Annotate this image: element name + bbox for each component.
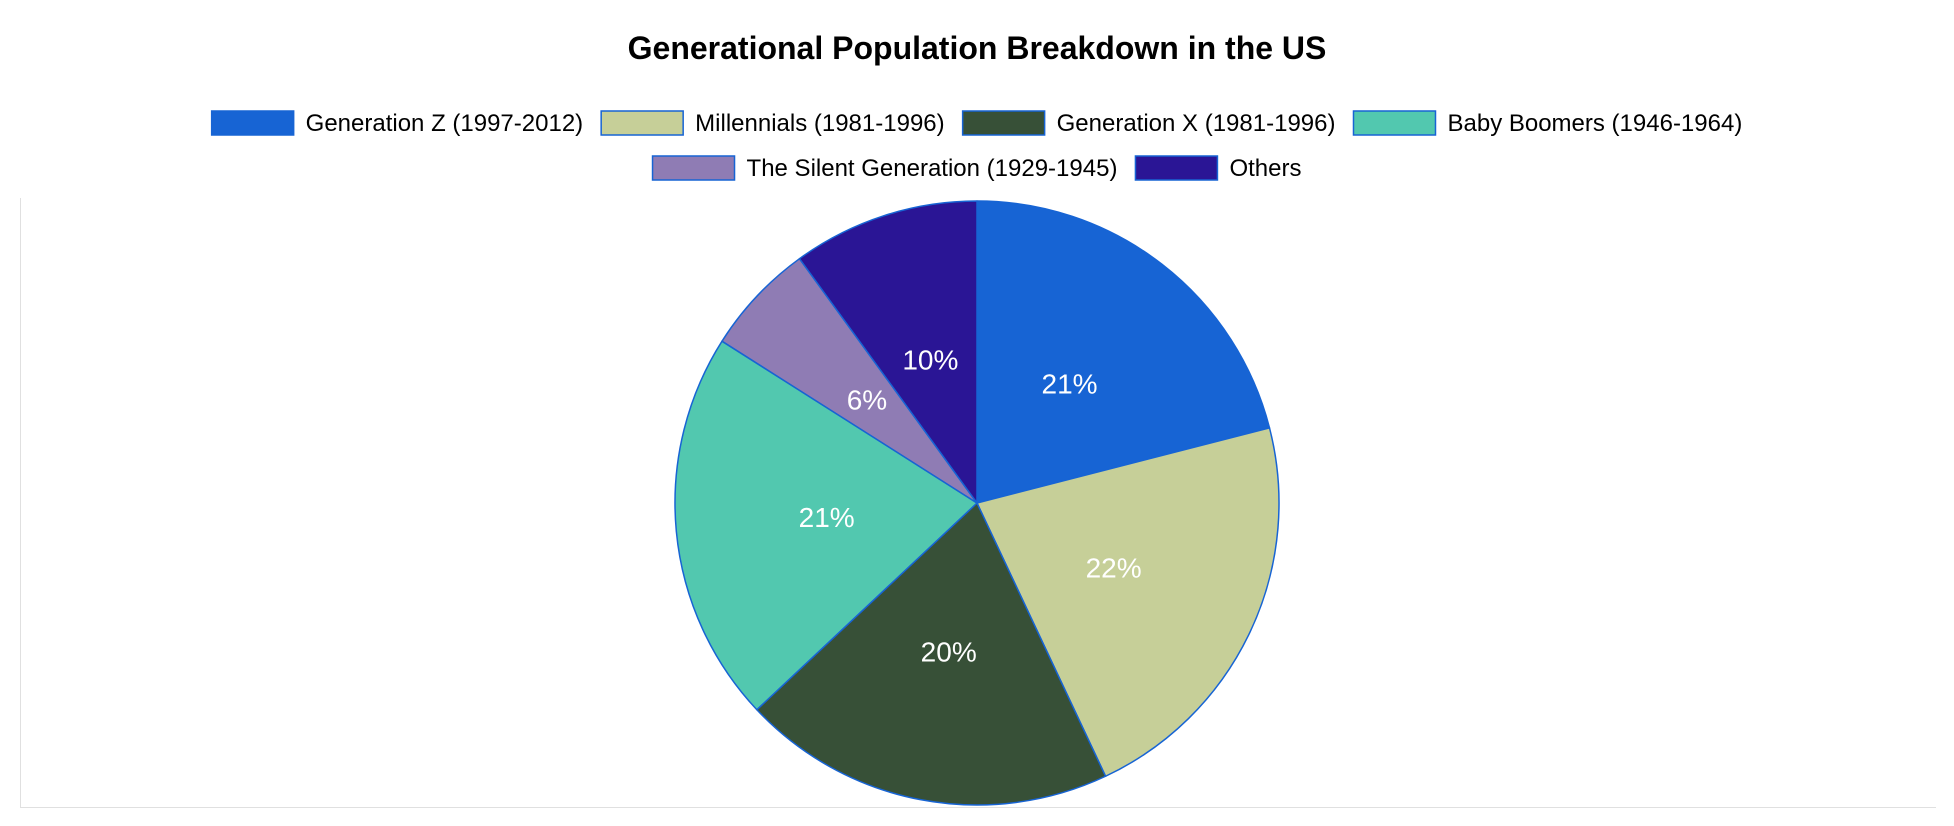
slice-label-baby-boomers: 21%: [799, 502, 855, 533]
legend-swatch-millennials: [600, 110, 684, 136]
slice-label-generation-x: 20%: [921, 636, 977, 667]
pie-slice-millennials[interactable]: [976, 427, 1280, 778]
legend-label-millennials: Millennials (1981-1996): [695, 110, 944, 137]
legend-label-generation-z: Generation Z (1997-2012): [306, 110, 584, 137]
pie-slice-generation-x[interactable]: [756, 502, 1107, 806]
legend-item-millennials[interactable]: Millennials (1981-1996): [600, 110, 945, 137]
legend-swatch-generation-z: [210, 110, 295, 136]
slice-label-the-silent-generation: 6%: [847, 385, 887, 416]
legend-label-baby-boomers: Baby Boomers (1946-1964): [1447, 110, 1742, 137]
legend-label-others: Others: [1229, 155, 1301, 182]
pie-slices: [674, 200, 1280, 806]
legend-swatch-the-silent-generation: [651, 155, 736, 181]
legend-item-the-silent-generation[interactable]: The Silent Generation (1929-1945): [651, 155, 1118, 182]
legend-item-baby-boomers[interactable]: Baby Boomers (1946-1964): [1352, 110, 1742, 137]
legend-item-generation-x[interactable]: Generation X (1981-1996): [961, 110, 1336, 137]
legend: Generation Z (1997-2012) Millennials (198…: [210, 110, 1742, 182]
legend-label-the-silent-generation: The Silent Generation (1929-1945): [747, 155, 1118, 182]
legend-swatch-others: [1134, 155, 1219, 181]
legend-label-generation-x: Generation X (1981-1996): [1057, 110, 1336, 137]
slice-label-others: 10%: [902, 344, 958, 375]
chart-title: Generational Population Breakdown in the…: [628, 30, 1327, 66]
pie-slice-baby-boomers[interactable]: [674, 340, 978, 711]
legend-item-others[interactable]: Others: [1134, 155, 1301, 182]
legend-swatch-generation-x: [961, 110, 1046, 136]
pie-slice-others[interactable]: [798, 200, 978, 504]
legend-item-generation-z[interactable]: Generation Z (1997-2012): [210, 110, 584, 137]
legend-swatch-baby-boomers: [1352, 110, 1437, 136]
slice-label-generation-z: 21%: [1042, 369, 1098, 400]
slice-label-millennials: 22%: [1086, 552, 1142, 583]
slice-labels: 21% 22% 20% 21% 6% 10%: [799, 344, 1142, 667]
pie-slice-generation-z[interactable]: [976, 200, 1271, 504]
